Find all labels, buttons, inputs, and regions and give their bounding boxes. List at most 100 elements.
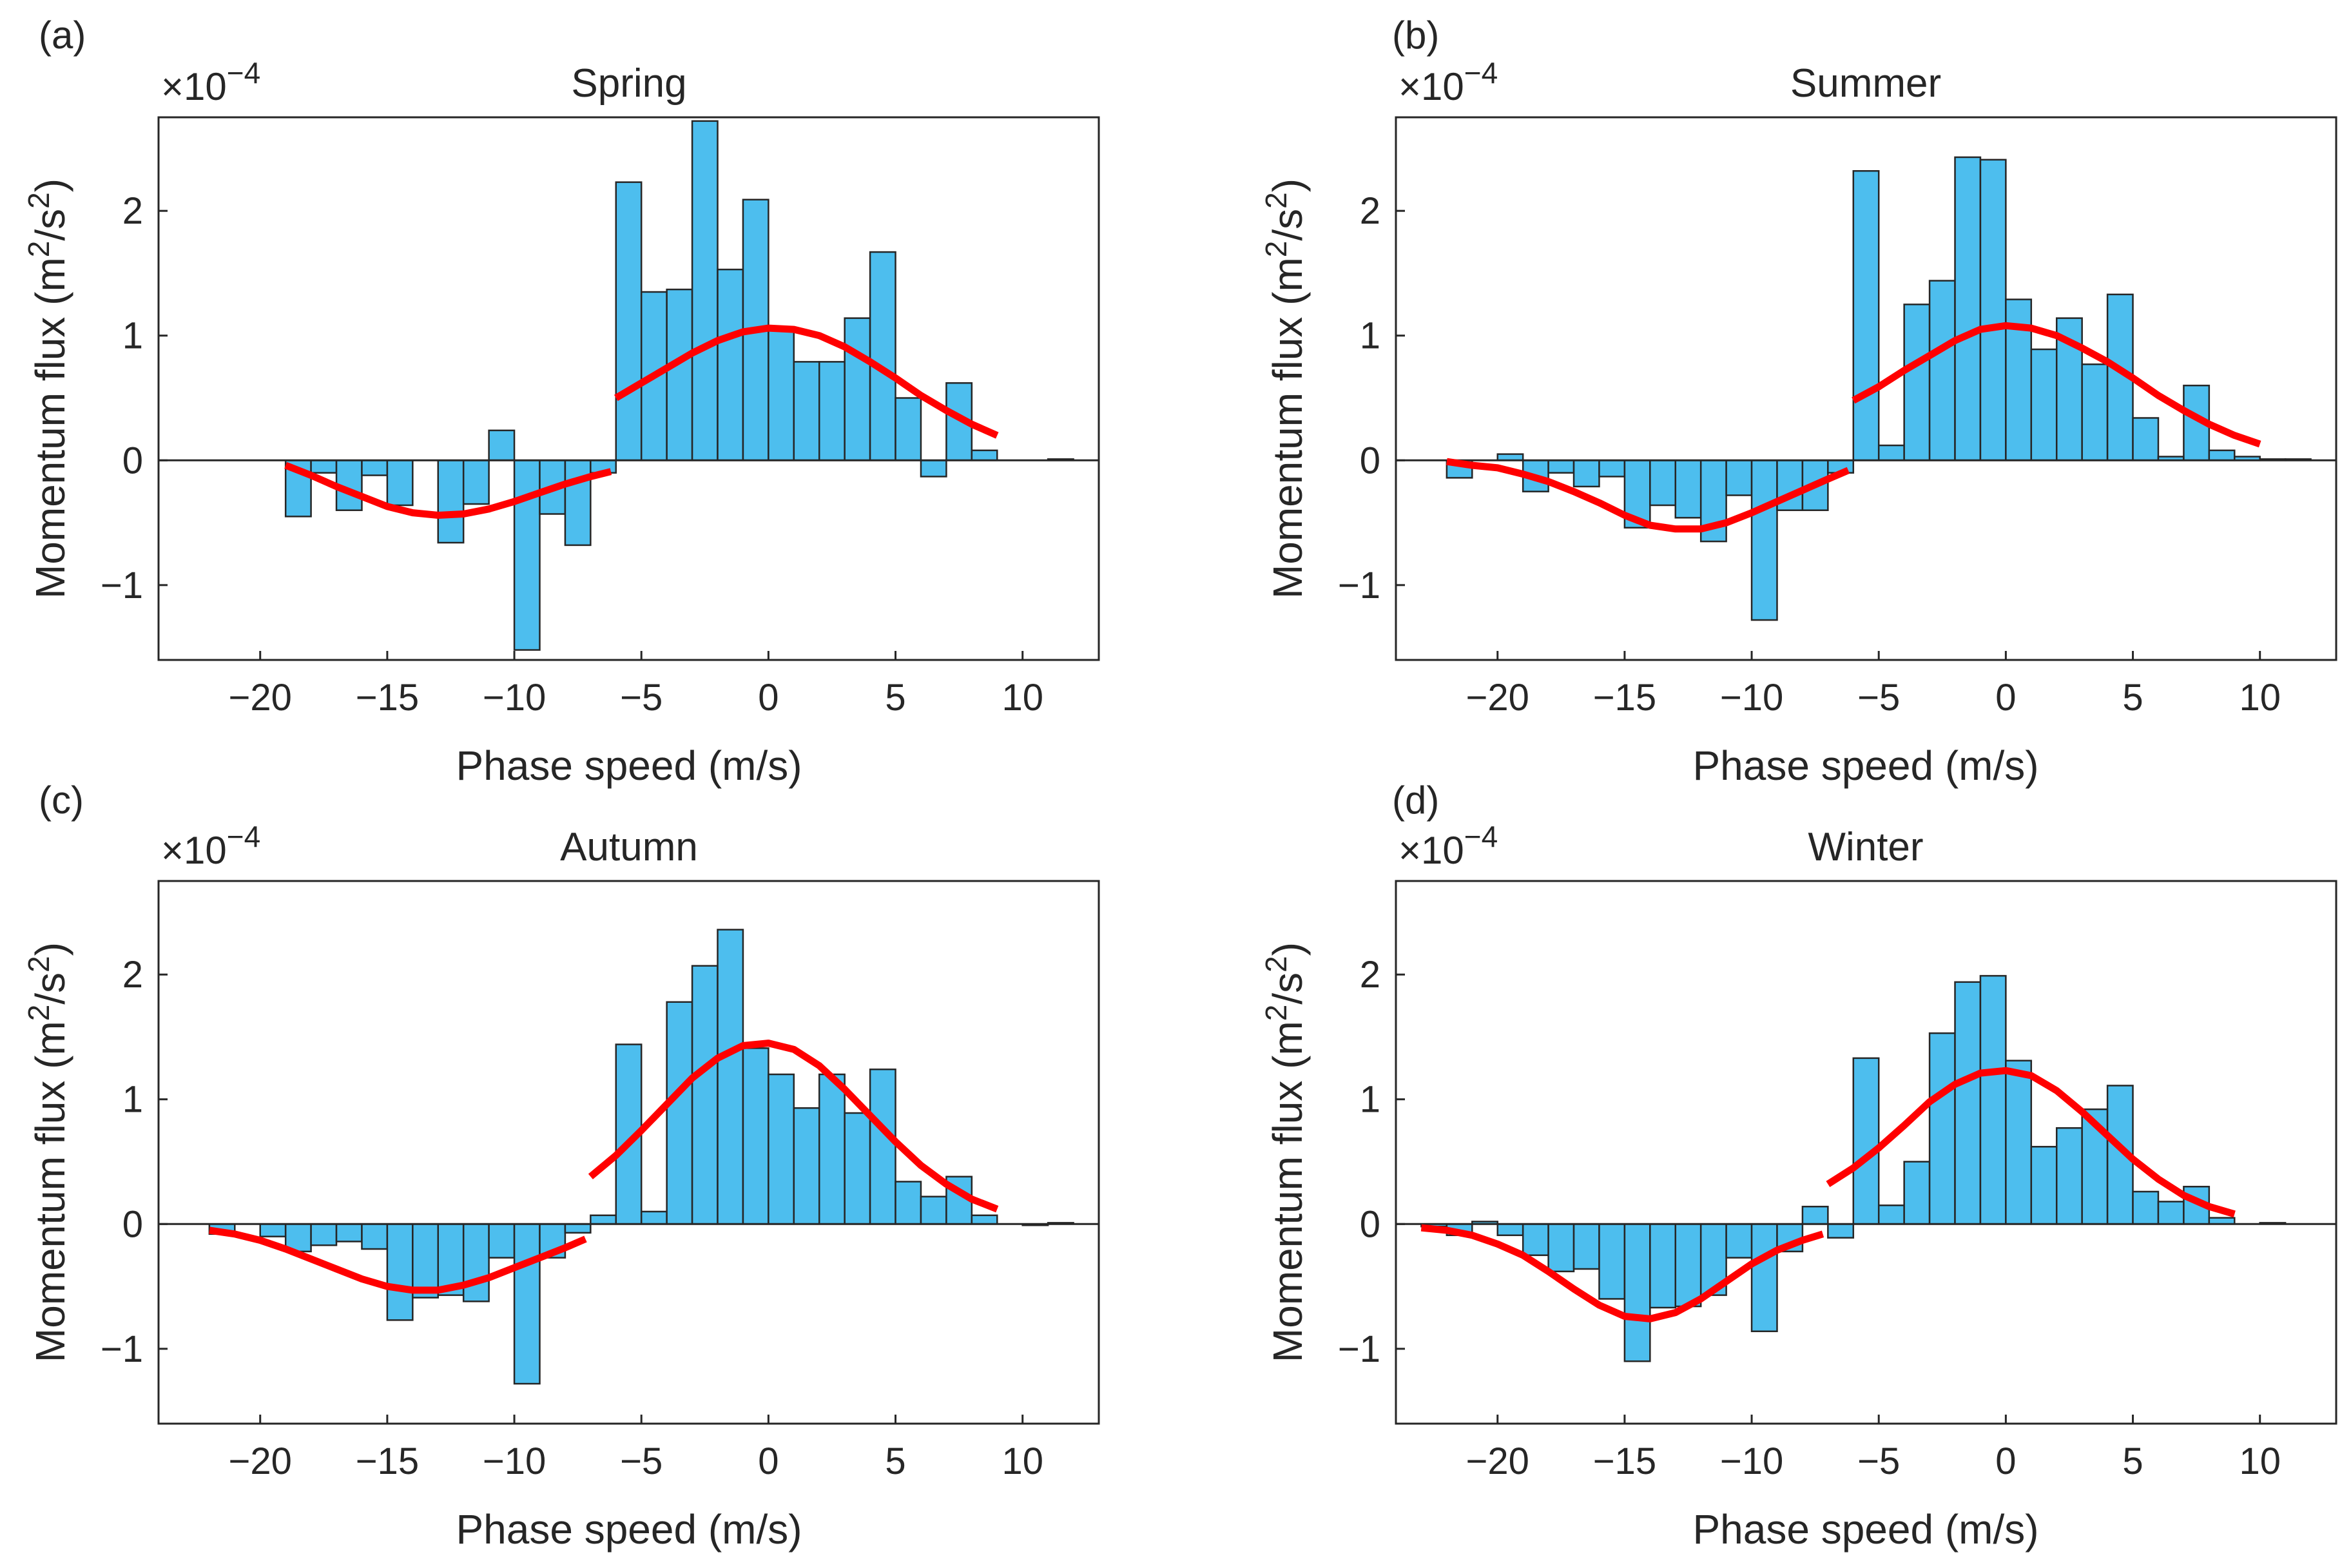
bar bbox=[1649, 1223, 1677, 1309]
fit-line bbox=[1446, 458, 1850, 533]
bar bbox=[1496, 1223, 1524, 1236]
fit-line bbox=[614, 324, 999, 439]
y-tick-label: 1 bbox=[1360, 1079, 1380, 1121]
x-tick-label: −5 bbox=[620, 1440, 663, 1482]
bar bbox=[1877, 1205, 1905, 1225]
panel-label: (b) bbox=[1392, 14, 1439, 57]
bar bbox=[2132, 1190, 2160, 1225]
panel-label: (a) bbox=[39, 14, 86, 57]
y-ticks: −1 0 1 2 bbox=[101, 954, 168, 1370]
x-tick-label: −15 bbox=[356, 677, 419, 719]
bar bbox=[920, 1195, 947, 1225]
fit-line bbox=[1852, 322, 2261, 448]
bar bbox=[844, 1112, 871, 1225]
bar bbox=[1877, 444, 1905, 461]
bar bbox=[564, 1223, 592, 1234]
x-axis-label: Phase speed (m/s) bbox=[456, 742, 802, 789]
bar bbox=[1572, 1223, 1600, 1270]
chart-title: Winter bbox=[1808, 825, 1923, 869]
x-tick-label: −20 bbox=[1466, 1440, 1529, 1482]
x-tick-label: 10 bbox=[1001, 1440, 1043, 1482]
bar bbox=[513, 460, 541, 651]
bar bbox=[564, 460, 592, 547]
y-tick-label: 0 bbox=[122, 440, 143, 481]
x-tick-label: 0 bbox=[758, 1440, 779, 1482]
fit-curves bbox=[1446, 322, 2261, 533]
bar bbox=[869, 251, 896, 461]
bar bbox=[2132, 417, 2160, 461]
x-tick-label: −10 bbox=[1720, 1440, 1783, 1482]
bar bbox=[717, 929, 744, 1225]
bar bbox=[1852, 1057, 1880, 1225]
bar bbox=[615, 181, 643, 461]
bar bbox=[1928, 280, 1956, 461]
x-tick-label: −15 bbox=[356, 1440, 419, 1482]
x-ticks: −20 −15 −10 −5 0 5 10 bbox=[1466, 651, 2281, 719]
bar bbox=[844, 317, 871, 461]
chart-title: Autumn bbox=[560, 825, 698, 869]
panel-label: (d) bbox=[1392, 779, 1439, 822]
x-tick-label: 10 bbox=[2239, 1440, 2281, 1482]
fit-curves bbox=[1420, 1067, 2236, 1322]
x-axis-label: Phase speed (m/s) bbox=[1692, 742, 2038, 789]
x-tick-label: −5 bbox=[1857, 1440, 1900, 1482]
x-tick-label: −10 bbox=[483, 1440, 546, 1482]
y-tick-label: 2 bbox=[1360, 190, 1380, 232]
bar bbox=[462, 460, 490, 505]
x-tick-label: 0 bbox=[1995, 677, 2016, 719]
bar bbox=[386, 1223, 414, 1321]
x-axis-label: Phase speed (m/s) bbox=[456, 1506, 802, 1553]
bar bbox=[2005, 1060, 2033, 1225]
x-axis-label: Phase speed (m/s) bbox=[1692, 1506, 2038, 1553]
x-tick-label: 5 bbox=[2122, 1440, 2143, 1482]
bar bbox=[488, 429, 516, 461]
bar bbox=[1979, 159, 2007, 461]
y-axis-label: Momentum flux (m2/s2) bbox=[22, 942, 73, 1362]
bar bbox=[920, 460, 947, 478]
bar bbox=[1827, 1223, 1855, 1239]
fit-line bbox=[1420, 1224, 1824, 1322]
y-tick-label: −1 bbox=[1338, 1328, 1380, 1370]
bar bbox=[742, 1047, 769, 1225]
bar bbox=[1598, 1223, 1626, 1300]
axes-box bbox=[1395, 116, 2337, 661]
y-tick-label: 1 bbox=[122, 315, 143, 357]
bar bbox=[1903, 1161, 1931, 1225]
bar bbox=[895, 1181, 922, 1225]
bar bbox=[1801, 1205, 1829, 1225]
bar bbox=[971, 449, 998, 461]
bar bbox=[1522, 1223, 1549, 1256]
bar bbox=[1623, 1223, 1651, 1362]
bar bbox=[2157, 1201, 2185, 1225]
y-tick-label: 0 bbox=[1360, 1203, 1380, 1245]
x-tick-label: 10 bbox=[1001, 677, 1043, 719]
bar bbox=[895, 397, 922, 461]
bar bbox=[818, 361, 846, 461]
bar bbox=[1954, 981, 1982, 1225]
y-tick-label: 1 bbox=[122, 1079, 143, 1121]
y-tick-label: 2 bbox=[1360, 954, 1380, 996]
bar bbox=[412, 1223, 440, 1299]
x-tick-label: −15 bbox=[1593, 677, 1656, 719]
bar bbox=[691, 120, 719, 461]
bar bbox=[1750, 1223, 1778, 1333]
bar bbox=[640, 1210, 668, 1225]
bar bbox=[1979, 974, 2007, 1225]
x-tick-label: −10 bbox=[483, 677, 546, 719]
bar bbox=[1725, 1223, 1753, 1259]
y-tick-label: −1 bbox=[101, 565, 143, 606]
bar bbox=[1928, 1032, 1956, 1225]
x-tick-label: 0 bbox=[758, 677, 779, 719]
bar bbox=[1547, 1223, 1575, 1273]
bar bbox=[818, 1073, 846, 1225]
x-tick-label: 10 bbox=[2239, 677, 2281, 719]
y-ticks: −1 0 1 2 bbox=[1338, 190, 1405, 606]
x-ticks: −20 −15 −10 −5 0 5 10 bbox=[229, 1415, 1043, 1482]
bar bbox=[2030, 1146, 2058, 1225]
y-axis-label: Momentum flux (m2/s2) bbox=[1259, 179, 1311, 599]
x-tick-label: −20 bbox=[229, 677, 292, 719]
bar bbox=[1750, 460, 1778, 621]
